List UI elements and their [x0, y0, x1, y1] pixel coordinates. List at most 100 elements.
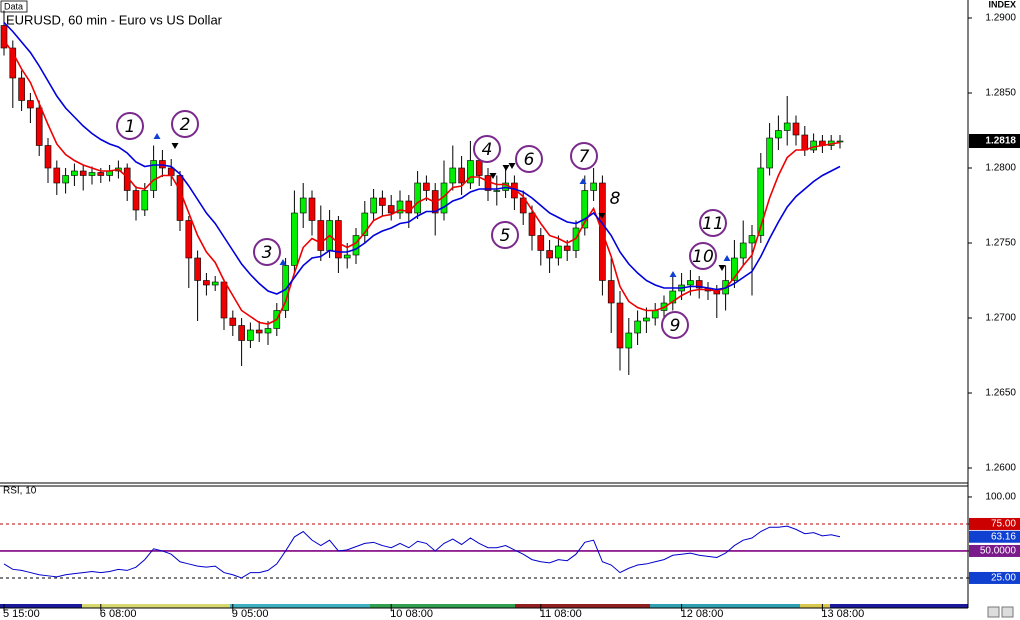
axis-label: INDEX [988, 0, 1016, 9]
candle-body [291, 212, 298, 266]
candle-body [35, 107, 43, 146]
y-tick-label: 1.2600 [985, 463, 1016, 474]
candle-body [247, 329, 254, 341]
annotation-circle [570, 142, 598, 170]
buy-arrow [153, 133, 161, 139]
x-tick-label: 11 08:00 [540, 608, 582, 620]
candle-body [220, 281, 228, 319]
y-tick-label: 1.2800 [985, 163, 1016, 174]
annotation-circle [116, 112, 144, 140]
rsi-title: RSI, 10 [3, 486, 37, 497]
candle-body [731, 257, 738, 281]
candle-body [775, 130, 782, 139]
current-price-box [969, 134, 1020, 148]
candle-body [317, 220, 325, 251]
candle-body [0, 25, 8, 49]
candle-body [282, 265, 289, 311]
candle-body [194, 257, 201, 281]
candle-body [792, 122, 800, 136]
candle-body [537, 235, 545, 251]
candle-body [414, 182, 421, 214]
moving-average [3, 21, 841, 295]
candle-body [62, 175, 69, 184]
candle-body [185, 220, 193, 259]
current-price: 1.2818 [985, 136, 1016, 147]
candle-body [132, 190, 140, 211]
candle-body [607, 280, 615, 304]
level-box [969, 517, 1020, 530]
candle-body [546, 250, 553, 259]
candle-body [370, 197, 377, 214]
candle-body [590, 182, 597, 191]
x-tick-label: 13 08:00 [821, 608, 864, 620]
candle-body [634, 320, 641, 334]
current-rsi-box [969, 530, 1020, 543]
data-badge[interactable]: Data [4, 1, 23, 11]
candle-body [141, 190, 149, 211]
chart-title: EURUSD, 60 min - Euro vs US Dollar [6, 12, 223, 27]
sell-arrow [508, 163, 516, 169]
candle-body [458, 167, 465, 184]
candle-body [475, 160, 483, 176]
candle-body [255, 329, 263, 334]
candle-body [343, 254, 351, 259]
buy-arrow [579, 178, 587, 184]
candle-body [581, 190, 589, 229]
y-tick-label: 1.2850 [985, 88, 1016, 99]
candle-body [71, 170, 78, 176]
candle-body [211, 281, 219, 286]
x-tick-label: 10 08:00 [390, 608, 433, 620]
annotation-circle [515, 145, 543, 173]
sell-arrow [502, 165, 510, 171]
annotation-label: 1 [125, 117, 136, 137]
annotation-circle [661, 311, 689, 339]
level-box [969, 571, 1020, 584]
button[interactable] [987, 606, 1000, 618]
candle-body [53, 167, 61, 184]
y-tick-label: 1.2700 [985, 313, 1016, 324]
candle-body [423, 182, 430, 191]
rsi-line [3, 525, 841, 579]
annotation-label: 4 [482, 140, 493, 160]
sell-arrow [489, 173, 497, 179]
annotation-circle [253, 238, 281, 266]
buy-arrow [279, 259, 287, 265]
button[interactable] [1001, 606, 1014, 618]
y-tick-label: 1.2650 [985, 388, 1016, 399]
candle-body [643, 317, 650, 322]
sell-arrow [718, 265, 726, 271]
candle-body [687, 280, 694, 286]
candle-body [555, 245, 562, 259]
y-tick-label: 1.2750 [985, 238, 1016, 249]
buy-arrow [723, 255, 731, 261]
y-tick-label: 1.2900 [985, 13, 1016, 24]
candles [0, 10, 844, 375]
candle-body [695, 280, 703, 289]
candle-body [203, 280, 210, 286]
candle-body [757, 167, 765, 236]
data-badge-box[interactable] [0, 0, 28, 13]
candle-body [264, 328, 272, 334]
level-box [969, 544, 1020, 557]
candle-body [123, 167, 131, 191]
candle-body [88, 172, 96, 176]
candle-body [669, 290, 677, 304]
annotation-circle [689, 242, 717, 270]
candle-body [651, 310, 659, 319]
candle-body [396, 200, 404, 214]
candle-body [387, 205, 395, 214]
candle-body [519, 197, 527, 214]
scroll-buttons[interactable] [987, 606, 1014, 618]
x-tick-label: 6 08:00 [100, 608, 137, 620]
candle-body [783, 122, 791, 131]
annotation-label: 6 [524, 150, 535, 170]
candle-body [748, 235, 756, 244]
annotation-circle [473, 135, 501, 163]
annotation-label: 8 [610, 189, 621, 209]
candle-body [801, 134, 809, 151]
candle-body [308, 197, 316, 221]
candle-body [27, 100, 34, 109]
candle-body [361, 212, 369, 236]
candle-body [625, 332, 633, 349]
